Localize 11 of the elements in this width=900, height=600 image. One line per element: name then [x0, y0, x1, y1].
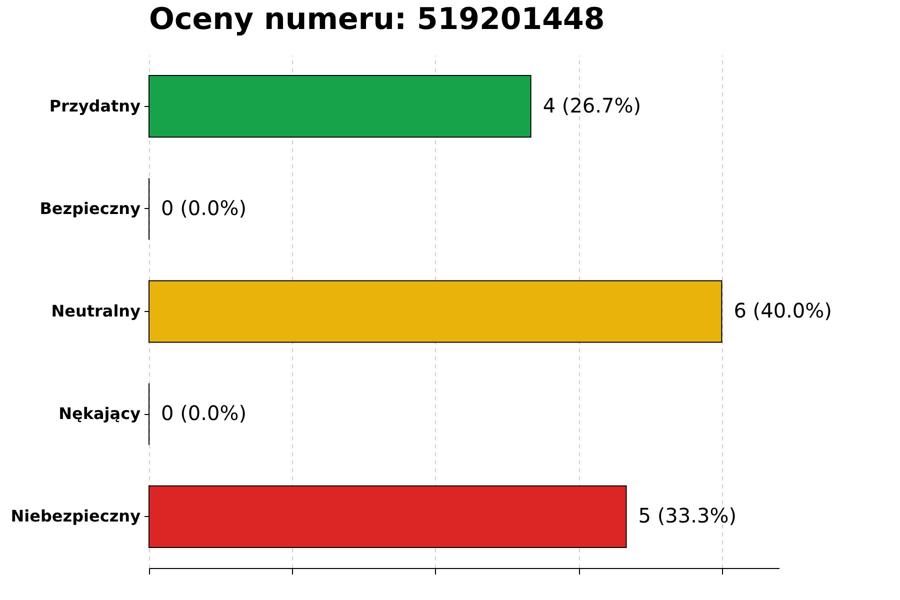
y-tick-label: Neutralny [51, 302, 142, 320]
data-label: 4 (26.7%) [542, 93, 642, 118]
y-tick-label: Niebezpieczny [10, 506, 142, 526]
data-label: 5 (33.3%) [638, 504, 737, 528]
chart-title: Oceny numeru: 519201448 [149, 2, 605, 37]
y-tick-label: Bezpieczny [40, 198, 142, 218]
y-tick-label: Nękający [58, 404, 142, 424]
data-label: 6 (40.0%) [734, 298, 832, 322]
y-tick-label: Przydatny [49, 96, 142, 116]
data-label: 0 (0.0%) [161, 401, 246, 426]
data-label: 0 (0.0%) [161, 196, 246, 220]
